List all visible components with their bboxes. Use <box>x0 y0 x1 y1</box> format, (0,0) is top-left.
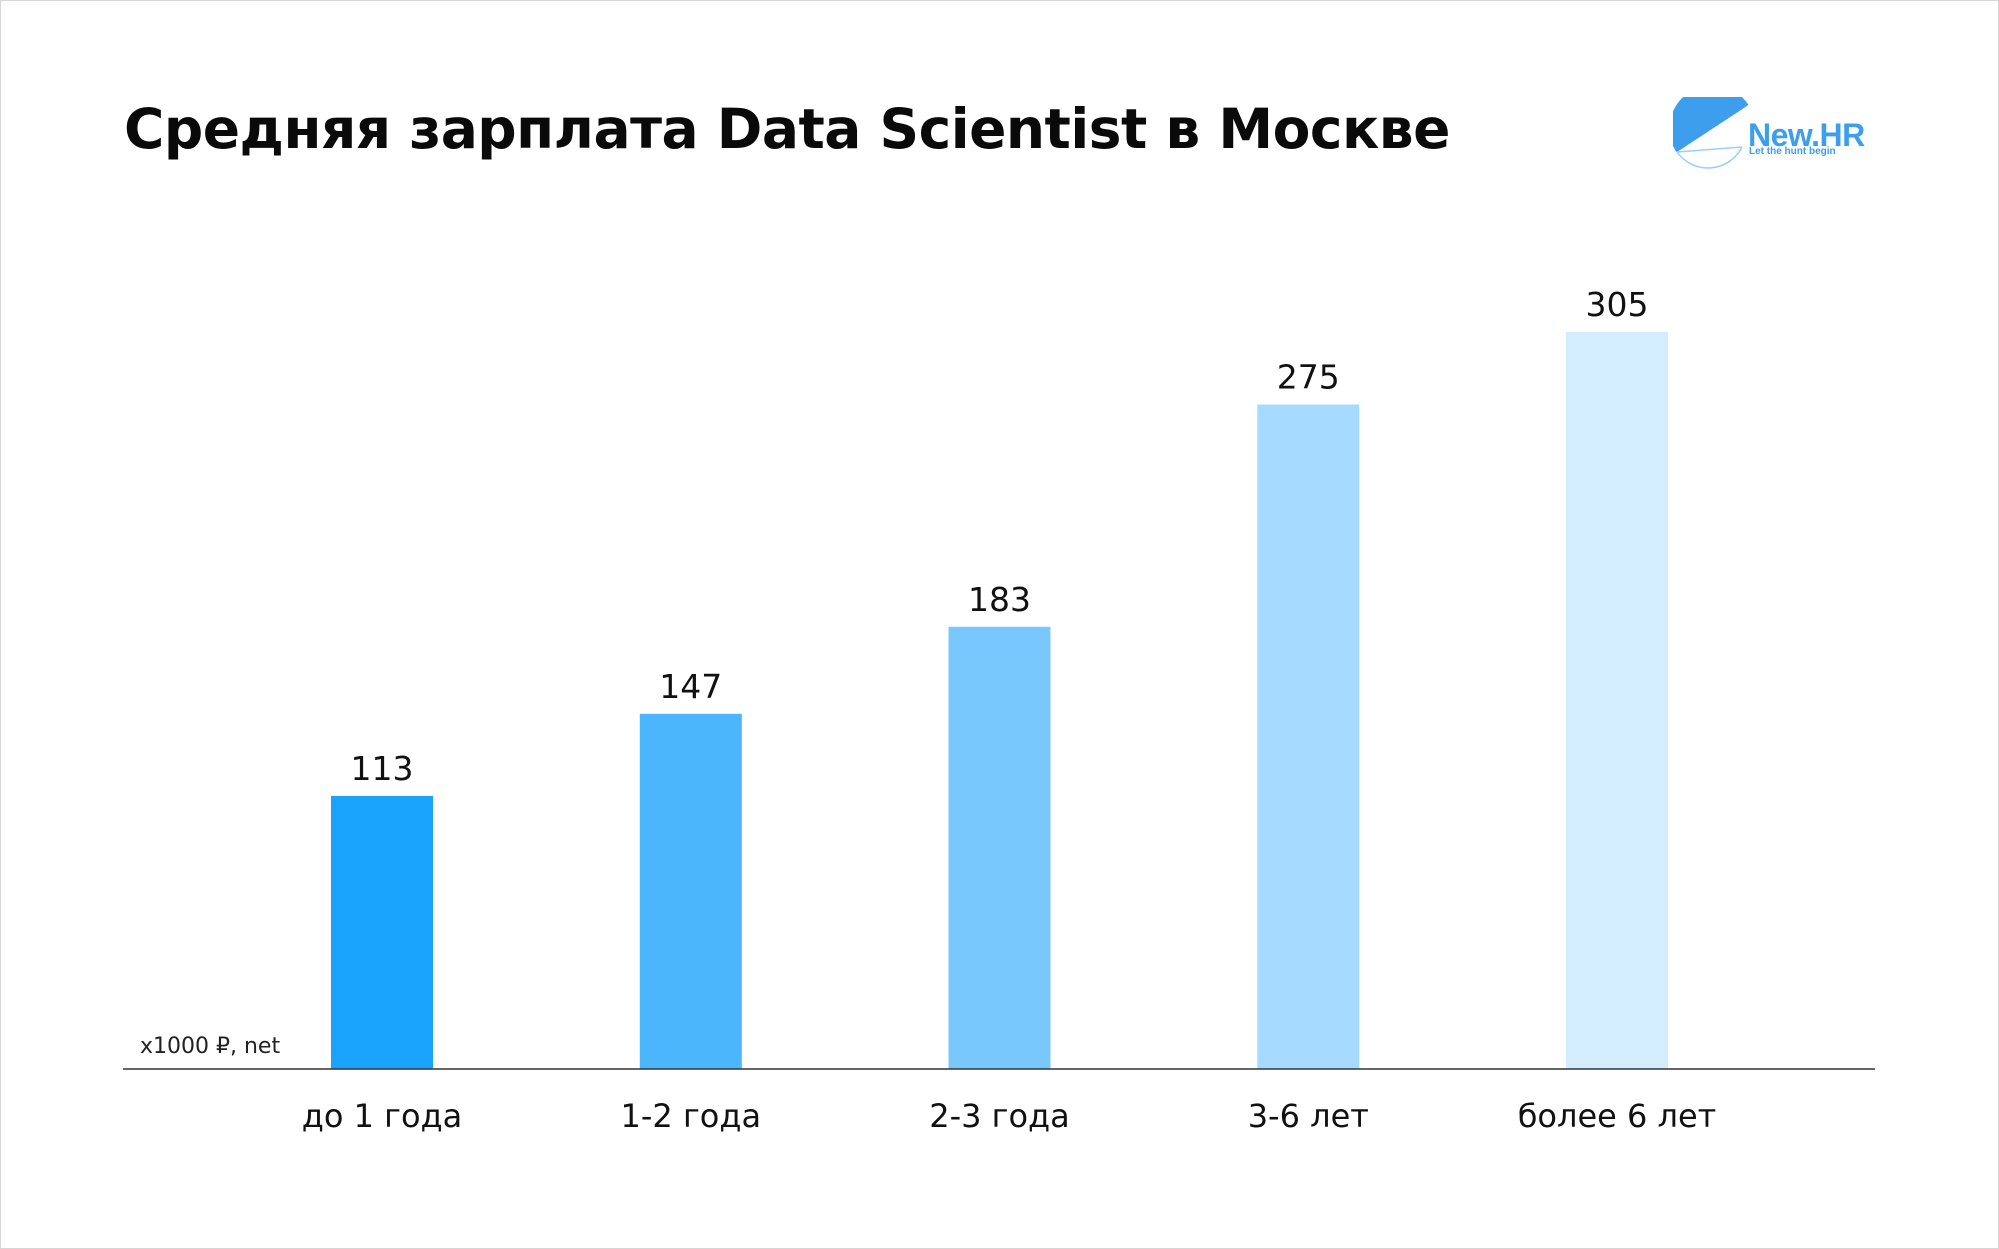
logo-tagline: Let the hunt begin <box>1749 146 1836 157</box>
logo-brand: New.HR <box>1748 117 1865 153</box>
page-title: Средняя зарплата Data Scientist в Москве <box>124 97 1450 161</box>
unit-label: x1000 ₽, net <box>140 1034 281 1059</box>
bar-0 <box>331 795 433 1069</box>
value-label-1: 147 <box>659 667 722 706</box>
value-label-3: 275 <box>1277 358 1340 397</box>
category-label-4: более 6 лет <box>1518 1097 1717 1135</box>
logo-icon <box>1673 97 1749 169</box>
category-label-0: до 1 года <box>302 1097 463 1135</box>
category-label-1: 1-2 года <box>621 1097 762 1135</box>
category-label-2: 2-3 года <box>929 1097 1070 1135</box>
category-label-3: 3-6 лет <box>1248 1097 1369 1135</box>
bar-2 <box>948 626 1051 1069</box>
value-label-4: 305 <box>1586 285 1649 324</box>
bar-1 <box>639 713 742 1069</box>
value-label-2: 183 <box>968 580 1031 619</box>
value-label-0: 113 <box>351 749 414 788</box>
bar-4 <box>1566 332 1668 1069</box>
bar-3 <box>1257 404 1360 1069</box>
